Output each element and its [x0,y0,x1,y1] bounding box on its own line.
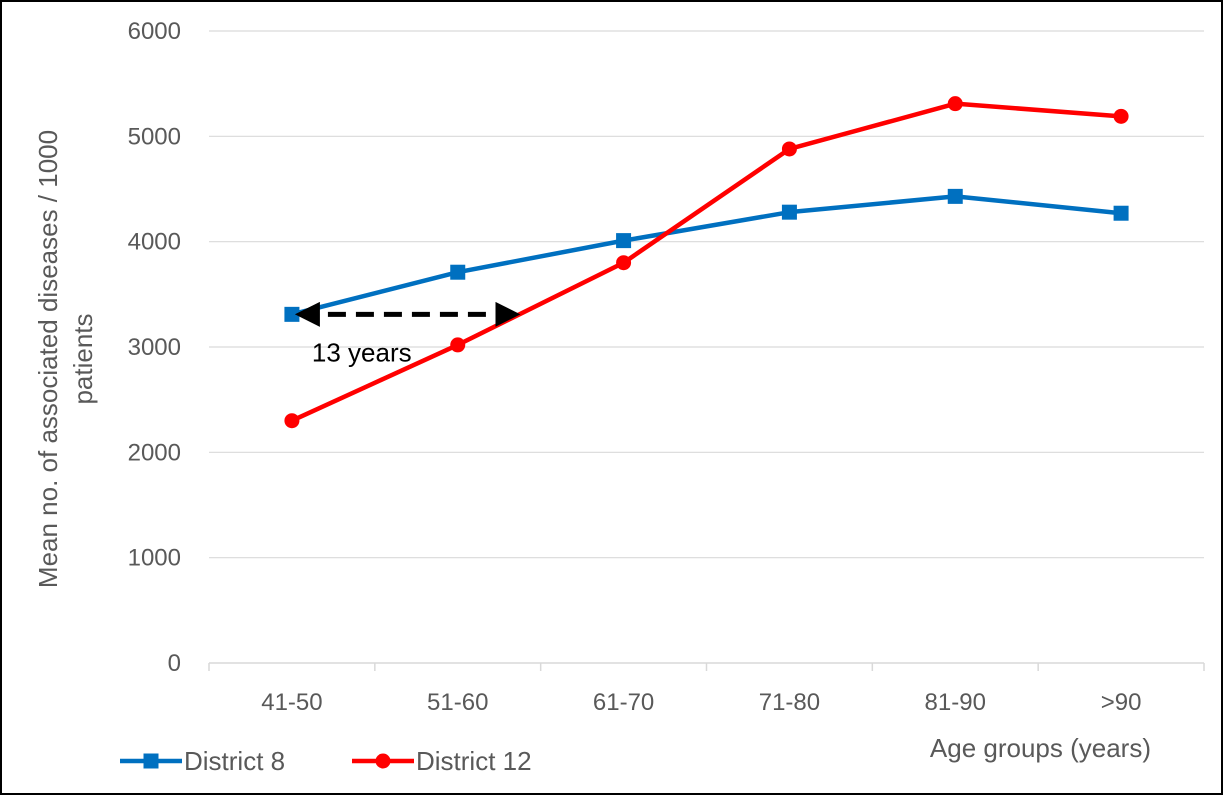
data-point-circle [284,413,300,429]
data-point-circle [616,255,632,271]
annotation-label: 13 years [312,337,412,367]
data-point-circle [1113,108,1129,124]
y-tick-label: 1000 [128,545,181,572]
series-line [291,194,1122,317]
x-tick-label: 61-70 [593,689,654,716]
axes: 0 1000 2000 3000 4000 5000 6000 41-50 51-60 61-70… [128,18,1205,716]
data-point-circle [947,96,963,112]
legend: District 8 District 12 [120,746,532,776]
legend-marker-square [143,753,159,769]
data-point-circle [450,337,466,353]
legend-item-district-8: District 8 [120,746,285,776]
data-point-square [616,233,632,249]
y-tick-label: 2000 [128,439,181,466]
series-line [290,101,1122,423]
y-axis-title-line-2: patients [68,313,98,404]
y-tick-label: 6000 [128,18,181,45]
legend-marker-circle [375,753,391,769]
data-point-square [1113,205,1129,221]
data-point-square [450,264,466,280]
data-point-circle [781,141,797,157]
series [284,96,1129,429]
y-tick-label: 4000 [128,229,181,256]
x-tick-label: 41-50 [261,689,322,716]
y-tick-label: 0 [168,650,181,677]
data-point-square [781,204,797,220]
x-tick-label: 81-90 [925,689,986,716]
legend-label: District 8 [184,746,285,776]
x-axis-title: Age groups (years) [930,733,1151,763]
legend-label: District 12 [416,746,532,776]
x-tick-label: 71-80 [759,689,820,716]
x-tick-label: 51-60 [427,689,488,716]
series-district-12 [284,96,1129,429]
axis-titles: Age groups (years) Mean no. of associate… [33,130,1151,763]
y-tick-label: 5000 [128,123,181,150]
x-tick-label: >90 [1101,689,1142,716]
data-point-square [947,188,963,204]
annotation: 13 years [294,301,521,367]
gridlines [209,30,1204,559]
series-district-8 [284,188,1129,322]
y-axis-title-line-1: Mean no. of associated diseases / 1000 [33,130,63,588]
legend-item-district-12: District 12 [352,746,532,776]
y-tick-label: 3000 [128,334,181,361]
data-point-square [284,306,300,322]
